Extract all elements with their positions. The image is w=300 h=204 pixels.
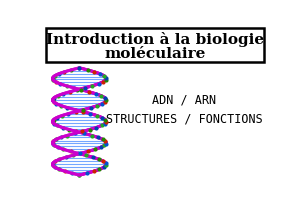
- Text: Introduction à la biologie: Introduction à la biologie: [46, 32, 264, 47]
- FancyBboxPatch shape: [46, 28, 264, 63]
- Text: ADN / ARN: ADN / ARN: [152, 93, 216, 106]
- Text: STRUCTURES / FONCTIONS: STRUCTURES / FONCTIONS: [106, 112, 262, 125]
- Text: moléculaire: moléculaire: [104, 47, 206, 61]
